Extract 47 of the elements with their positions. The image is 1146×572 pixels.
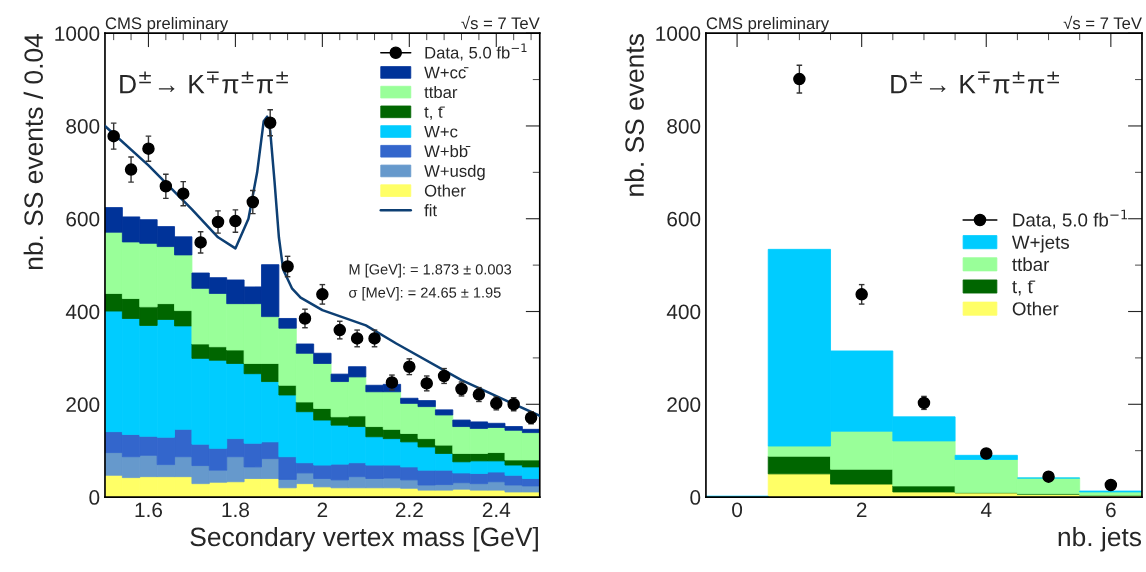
legend-label: ttbar xyxy=(1012,257,1050,272)
legend-label: t, t̄ xyxy=(1012,280,1036,296)
legend-label: W+usdg xyxy=(424,164,485,181)
legend-label: t, t̄ xyxy=(424,106,445,120)
chart-subtitle: √s = 7 TeV xyxy=(461,15,540,30)
x-tick-label: 1.6 xyxy=(135,502,163,518)
x-tick-label: 0 xyxy=(732,502,743,518)
y-tick-label: 600 xyxy=(66,211,100,227)
y-tick-label: 0 xyxy=(690,490,701,505)
y-axis-title: nb. SS events / 0.04 xyxy=(23,33,43,270)
legend-label: Other xyxy=(424,184,466,197)
x-tick-label: 2.2 xyxy=(395,502,423,518)
chart-subtitle: √s = 7 TeV xyxy=(1063,15,1142,30)
x-tick-label: 4 xyxy=(980,502,992,518)
y-tick-label: 800 xyxy=(66,118,100,134)
x-tick-label: 2 xyxy=(317,502,328,518)
annotation: D$^{±}$→ K$^{∓}$π$^{±}$π$^{±}$ xyxy=(120,71,288,94)
legend-label: Other xyxy=(1012,301,1059,316)
legend-label: W+jets xyxy=(1011,235,1070,253)
legend-label: fit xyxy=(424,204,437,217)
chart-title: CMS preliminary xyxy=(105,16,229,33)
legend-label: Data, 5.0 fb$^{−1}$ xyxy=(425,43,527,61)
annotation: M [GeV]: = 1.873 ± 0.003 xyxy=(349,263,512,278)
x-axis-title: nb. jets xyxy=(1058,526,1142,552)
legend-label: W+c xyxy=(424,125,458,138)
y-tick-label: 800 xyxy=(667,118,701,134)
legend-label: Data, 5.0 fb$^{−1}$ xyxy=(1013,209,1128,229)
y-tick-label: 600 xyxy=(667,211,701,227)
x-tick-label: 2 xyxy=(856,502,867,518)
legend-label: ttbar xyxy=(424,85,458,99)
x-axis-title: Secondary vertex mass [GeV] xyxy=(190,526,538,552)
x-tick-label: 6 xyxy=(1106,502,1116,518)
y-tick-label: 0 xyxy=(89,490,100,505)
x-tick-label: 2.4 xyxy=(482,502,511,518)
annotation: D$^{±}$→ K$^{∓}$π$^{±}$π$^{±}$ xyxy=(891,71,1059,94)
y-tick-label: 200 xyxy=(667,397,701,413)
annotation: σ [MeV]: = 24.65 ± 1.95 xyxy=(349,287,501,301)
chart-title: CMS preliminary xyxy=(706,16,830,33)
x-tick-label: 1.8 xyxy=(222,502,249,518)
y-tick-label: 1000 xyxy=(656,26,701,41)
y-tick-label: 200 xyxy=(66,397,100,413)
y-axis-title: nb. SS events xyxy=(624,34,644,196)
y-tick-label: 400 xyxy=(65,304,100,320)
y-tick-label: 400 xyxy=(666,304,701,320)
y-tick-label: 1000 xyxy=(55,26,100,41)
legend-label: W+cc̄ xyxy=(424,66,469,79)
legend-label: W+bb̄ xyxy=(424,144,471,158)
